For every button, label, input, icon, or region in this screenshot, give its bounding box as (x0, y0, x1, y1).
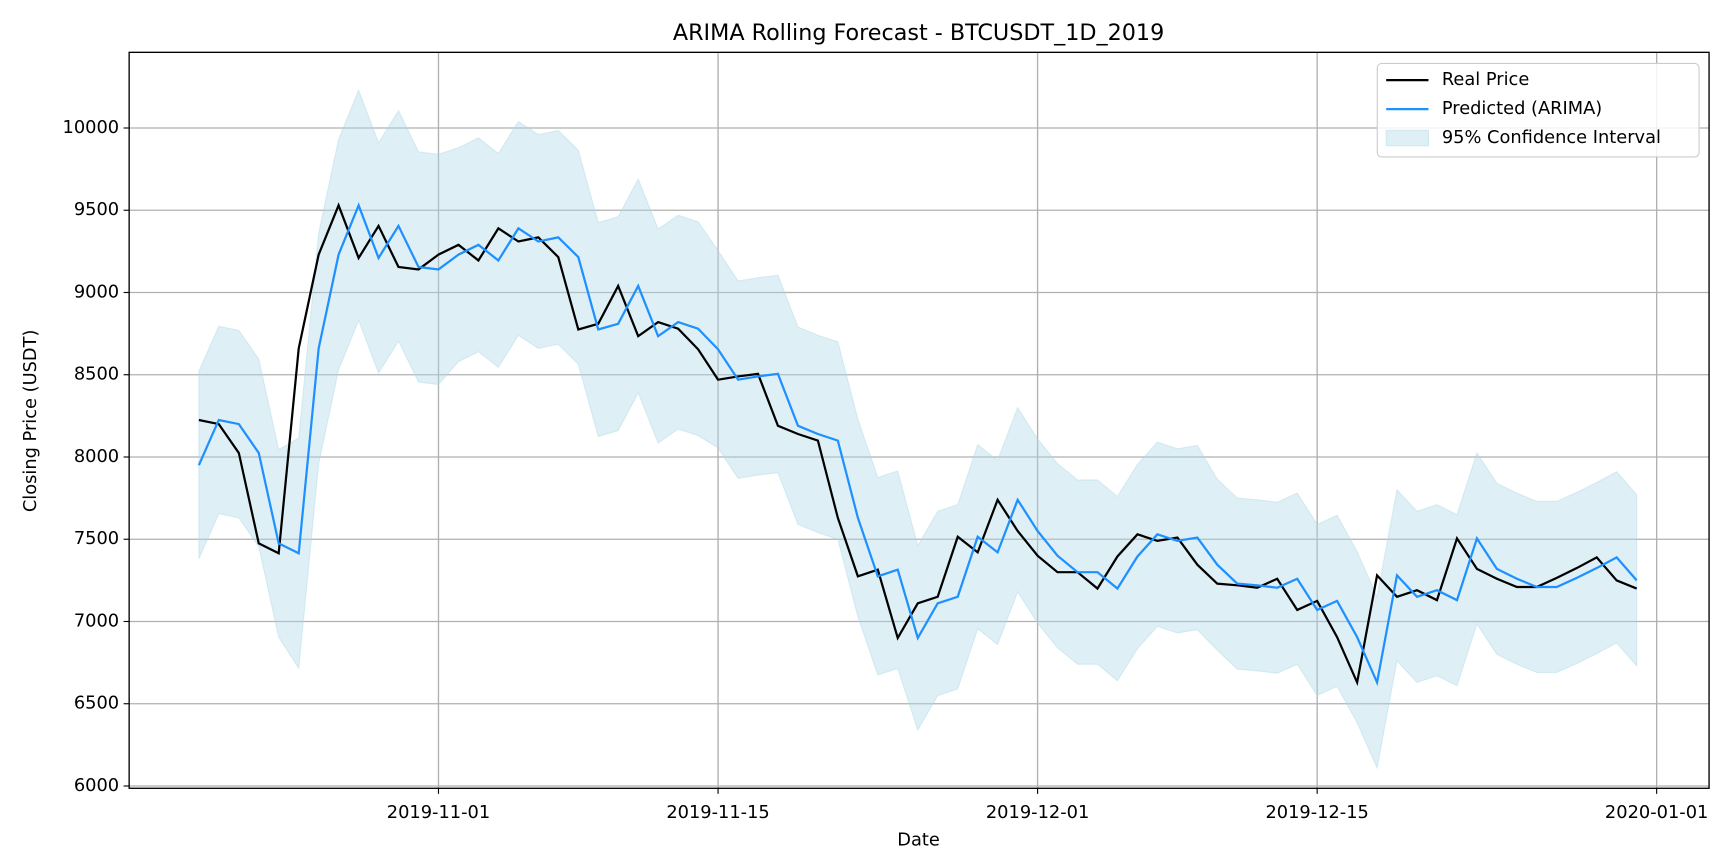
y-tick-label: 8000 (74, 446, 119, 467)
legend-label: 95% Confidence Interval (1442, 127, 1661, 148)
chart-title: ARIMA Rolling Forecast - BTCUSDT_1D_2019 (673, 20, 1164, 46)
y-tick-label: 9500 (74, 199, 119, 220)
legend-label: Real Price (1442, 69, 1529, 90)
y-tick-label: 10000 (63, 117, 120, 138)
y-tick-label: 7500 (74, 528, 119, 549)
x-tick-label: 2019-12-01 (986, 802, 1089, 823)
x-tick-label: 2019-12-15 (1265, 802, 1368, 823)
y-tick-label: 7000 (74, 610, 119, 631)
x-tick-label: 2019-11-01 (387, 802, 490, 823)
y-axis-label: Closing Price (USDT) (20, 330, 41, 513)
x-tick-label: 2020-01-01 (1605, 802, 1708, 823)
plot-frame (128, 51, 1710, 789)
y-tick-label: 6500 (74, 693, 119, 714)
series-line (197, 202, 1638, 687)
confidence-band (198, 88, 1638, 770)
series-line (198, 202, 1638, 687)
x-tick-label: 2019-11-15 (666, 802, 769, 823)
legend-box (1376, 62, 1700, 158)
y-tick-label: 8500 (74, 364, 119, 385)
legend-label: Predicted (ARIMA) (1442, 98, 1602, 119)
y-tick-label: 6000 (74, 775, 119, 796)
x-axis-label: Date (897, 830, 940, 851)
y-tick-label: 9000 (74, 281, 119, 302)
legend-swatch (1385, 129, 1430, 147)
